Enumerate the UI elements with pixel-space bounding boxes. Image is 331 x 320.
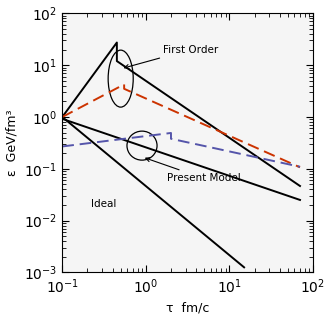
Text: Ideal: Ideal (91, 199, 116, 209)
Y-axis label: ε  GeV/fm³: ε GeV/fm³ (6, 110, 19, 176)
X-axis label: τ  fm/c: τ fm/c (166, 301, 209, 315)
Text: First Order: First Order (124, 44, 218, 69)
Text: Present Model: Present Model (146, 157, 241, 183)
